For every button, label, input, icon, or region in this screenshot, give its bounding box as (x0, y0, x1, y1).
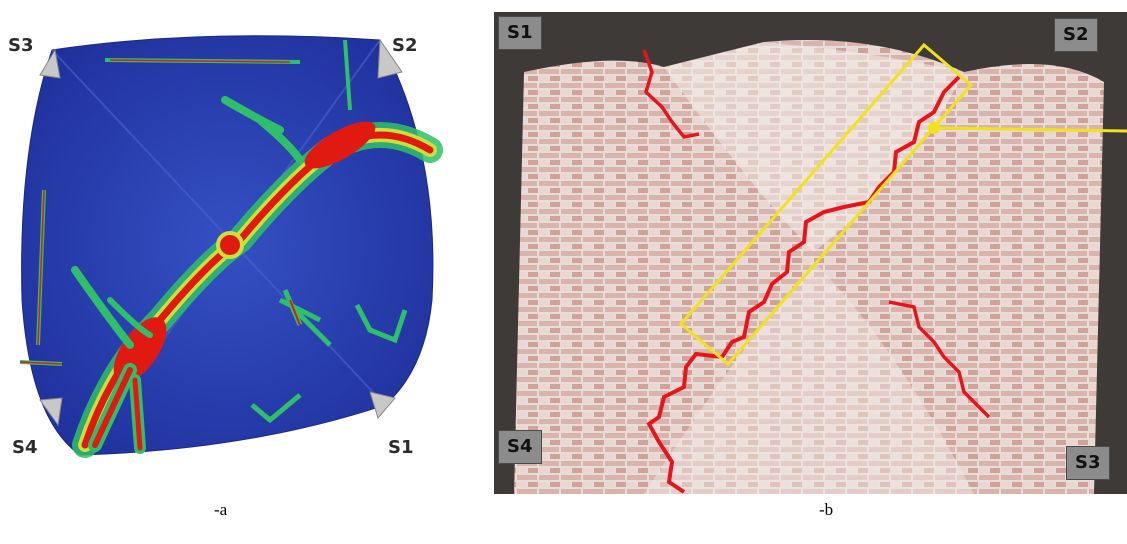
support-s4 (39, 397, 63, 427)
support-s2 (377, 38, 403, 79)
caption-b: -b (819, 500, 834, 519)
support-s3 (39, 48, 61, 79)
support-label-s3: S3 (1066, 446, 1110, 480)
pointer-line (933, 126, 1127, 133)
experimental-vault-photo (494, 12, 1127, 494)
support-label-s4: S4 (498, 430, 542, 464)
support-label-s1: S1 (388, 437, 414, 458)
fem-contour-panel: S3 S2 S4 S1 (0, 0, 460, 470)
support-label-s4: S4 (12, 437, 38, 458)
experimental-vault-panel: S1 S2 S4 S3 (494, 12, 1127, 494)
support-label-s1: S1 (498, 16, 542, 50)
brick-vault-surface (514, 40, 1104, 494)
crack-line-upper-left (642, 49, 700, 139)
support-s1 (369, 391, 396, 420)
fem-contour-plot (19, 35, 443, 458)
support-label-s2: S2 (392, 35, 418, 56)
support-label-s2: S2 (1054, 18, 1098, 52)
support-label-s3: S3 (8, 35, 34, 56)
caption-a: -a (214, 500, 228, 519)
highlight-box (678, 42, 974, 367)
crack-line-main (646, 75, 961, 494)
crack-line-lower-right (888, 300, 991, 419)
